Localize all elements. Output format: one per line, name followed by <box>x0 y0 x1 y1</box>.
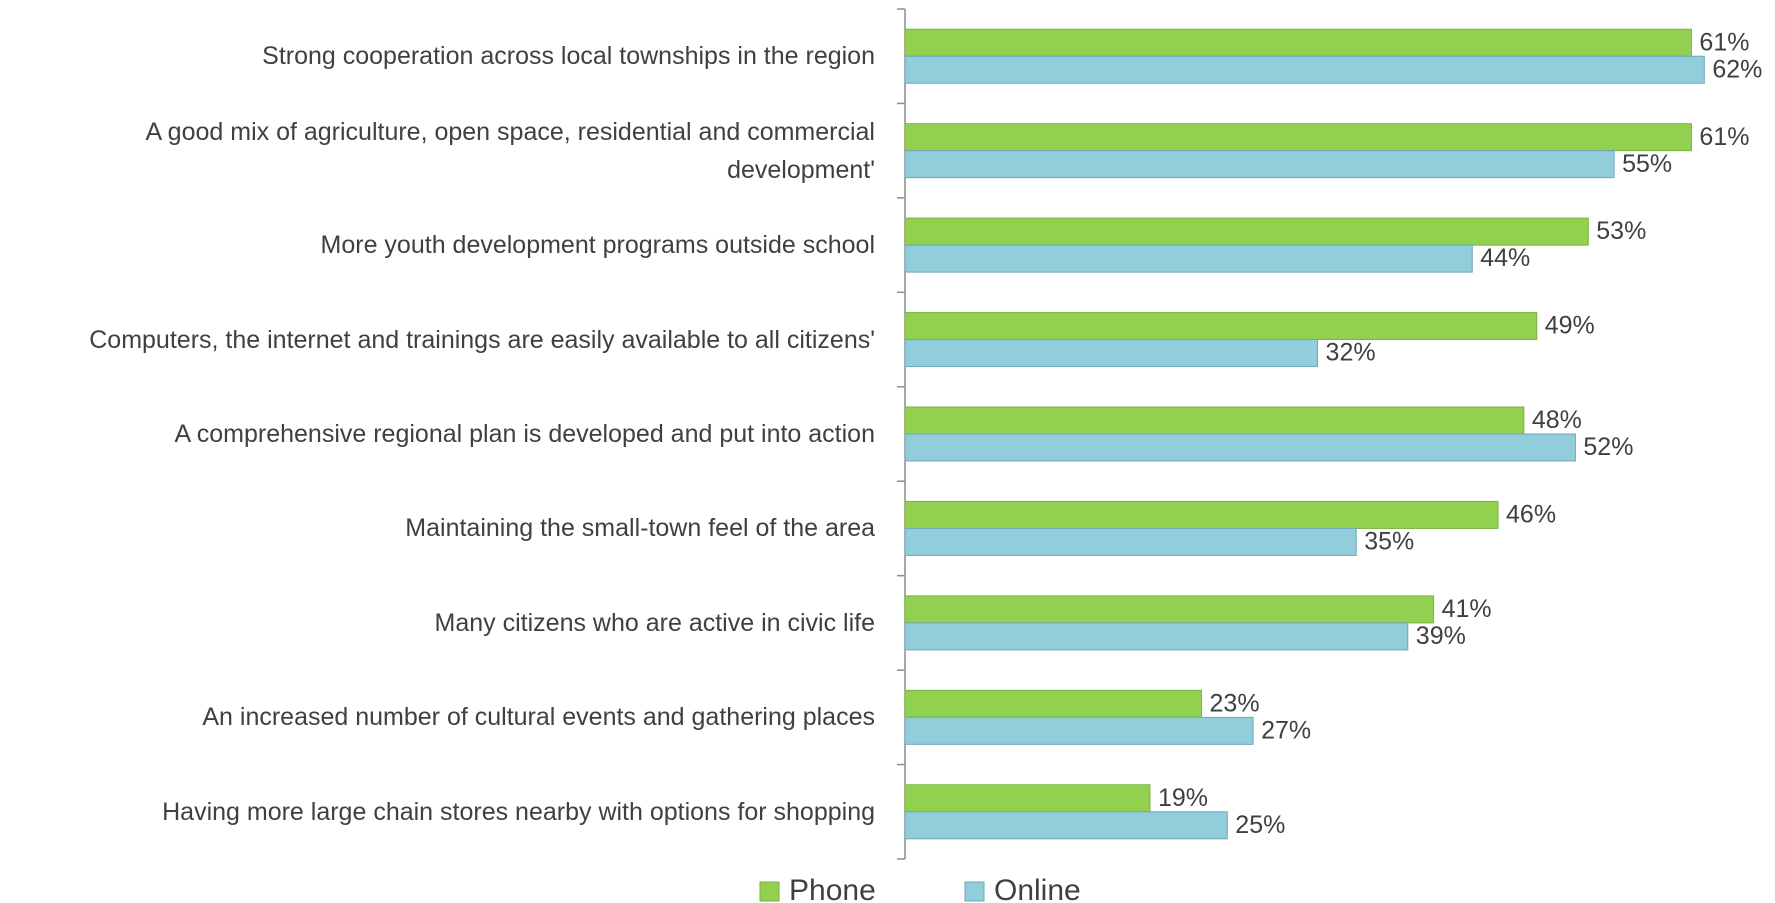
value-label: 41% <box>1442 595 1492 623</box>
category-text: More youth development programs outside … <box>320 231 875 260</box>
bar <box>904 150 1615 179</box>
value-label: 25% <box>1235 811 1285 839</box>
category-label: Maintaining the small-town feel of the a… <box>10 485 875 571</box>
category-text: Having more large chain stores nearby wi… <box>162 797 875 826</box>
category-label: More youth development programs outside … <box>10 202 875 288</box>
value-label: 39% <box>1416 622 1466 650</box>
bar <box>904 217 1589 246</box>
bar <box>904 689 1203 718</box>
value-label: 44% <box>1480 244 1530 272</box>
category-text: Maintaining the small-town feel of the a… <box>405 514 875 543</box>
value-label: 61% <box>1699 28 1749 56</box>
category-text: Computers, the internet and trainings ar… <box>89 325 875 354</box>
value-label: 46% <box>1506 501 1556 529</box>
bar <box>904 55 1705 84</box>
value-label: 55% <box>1622 150 1672 178</box>
legend-label: Online <box>994 874 1081 903</box>
value-label: 19% <box>1158 784 1208 812</box>
value-label: 62% <box>1712 55 1762 83</box>
bar <box>904 527 1357 556</box>
bar <box>904 28 1692 57</box>
value-label: 27% <box>1261 716 1311 744</box>
value-label: 35% <box>1364 528 1414 556</box>
legend-swatch <box>964 881 985 902</box>
category-label: A comprehensive regional plan is develop… <box>10 391 875 477</box>
bar <box>904 339 1319 368</box>
bar <box>904 784 1151 813</box>
value-label: 52% <box>1583 433 1633 461</box>
legend-swatch <box>759 881 780 902</box>
category-text: A good mix of agriculture, open space, r… <box>145 117 875 184</box>
bar <box>904 811 1228 840</box>
category-text: Many citizens who are active in civic li… <box>434 608 875 637</box>
category-label: Having more large chain stores nearby wi… <box>10 769 875 855</box>
legend-label: Phone <box>789 874 876 903</box>
bar <box>904 123 1692 152</box>
bar <box>904 595 1435 624</box>
category-label: Many citizens who are active in civic li… <box>10 580 875 666</box>
category-label: A good mix of agriculture, open space, r… <box>10 107 875 193</box>
value-label: 53% <box>1596 217 1646 245</box>
bar <box>904 433 1576 462</box>
category-text: An increased number of cultural events a… <box>202 703 875 732</box>
value-label: 23% <box>1210 689 1260 717</box>
bar <box>904 500 1499 529</box>
category-label: An increased number of cultural events a… <box>10 674 875 760</box>
value-label: 48% <box>1532 406 1582 434</box>
category-text: Strong cooperation across local township… <box>262 42 875 71</box>
category-text: A comprehensive regional plan is develop… <box>174 419 875 448</box>
value-label: 32% <box>1326 339 1376 367</box>
value-label: 49% <box>1545 312 1595 340</box>
bar <box>904 312 1538 341</box>
bar <box>904 406 1525 435</box>
category-label: Strong cooperation across local township… <box>10 13 875 99</box>
category-label: Computers, the internet and trainings ar… <box>10 296 875 382</box>
bar <box>904 622 1409 651</box>
value-label: 61% <box>1699 123 1749 151</box>
bar <box>904 244 1473 273</box>
bar <box>904 716 1254 745</box>
